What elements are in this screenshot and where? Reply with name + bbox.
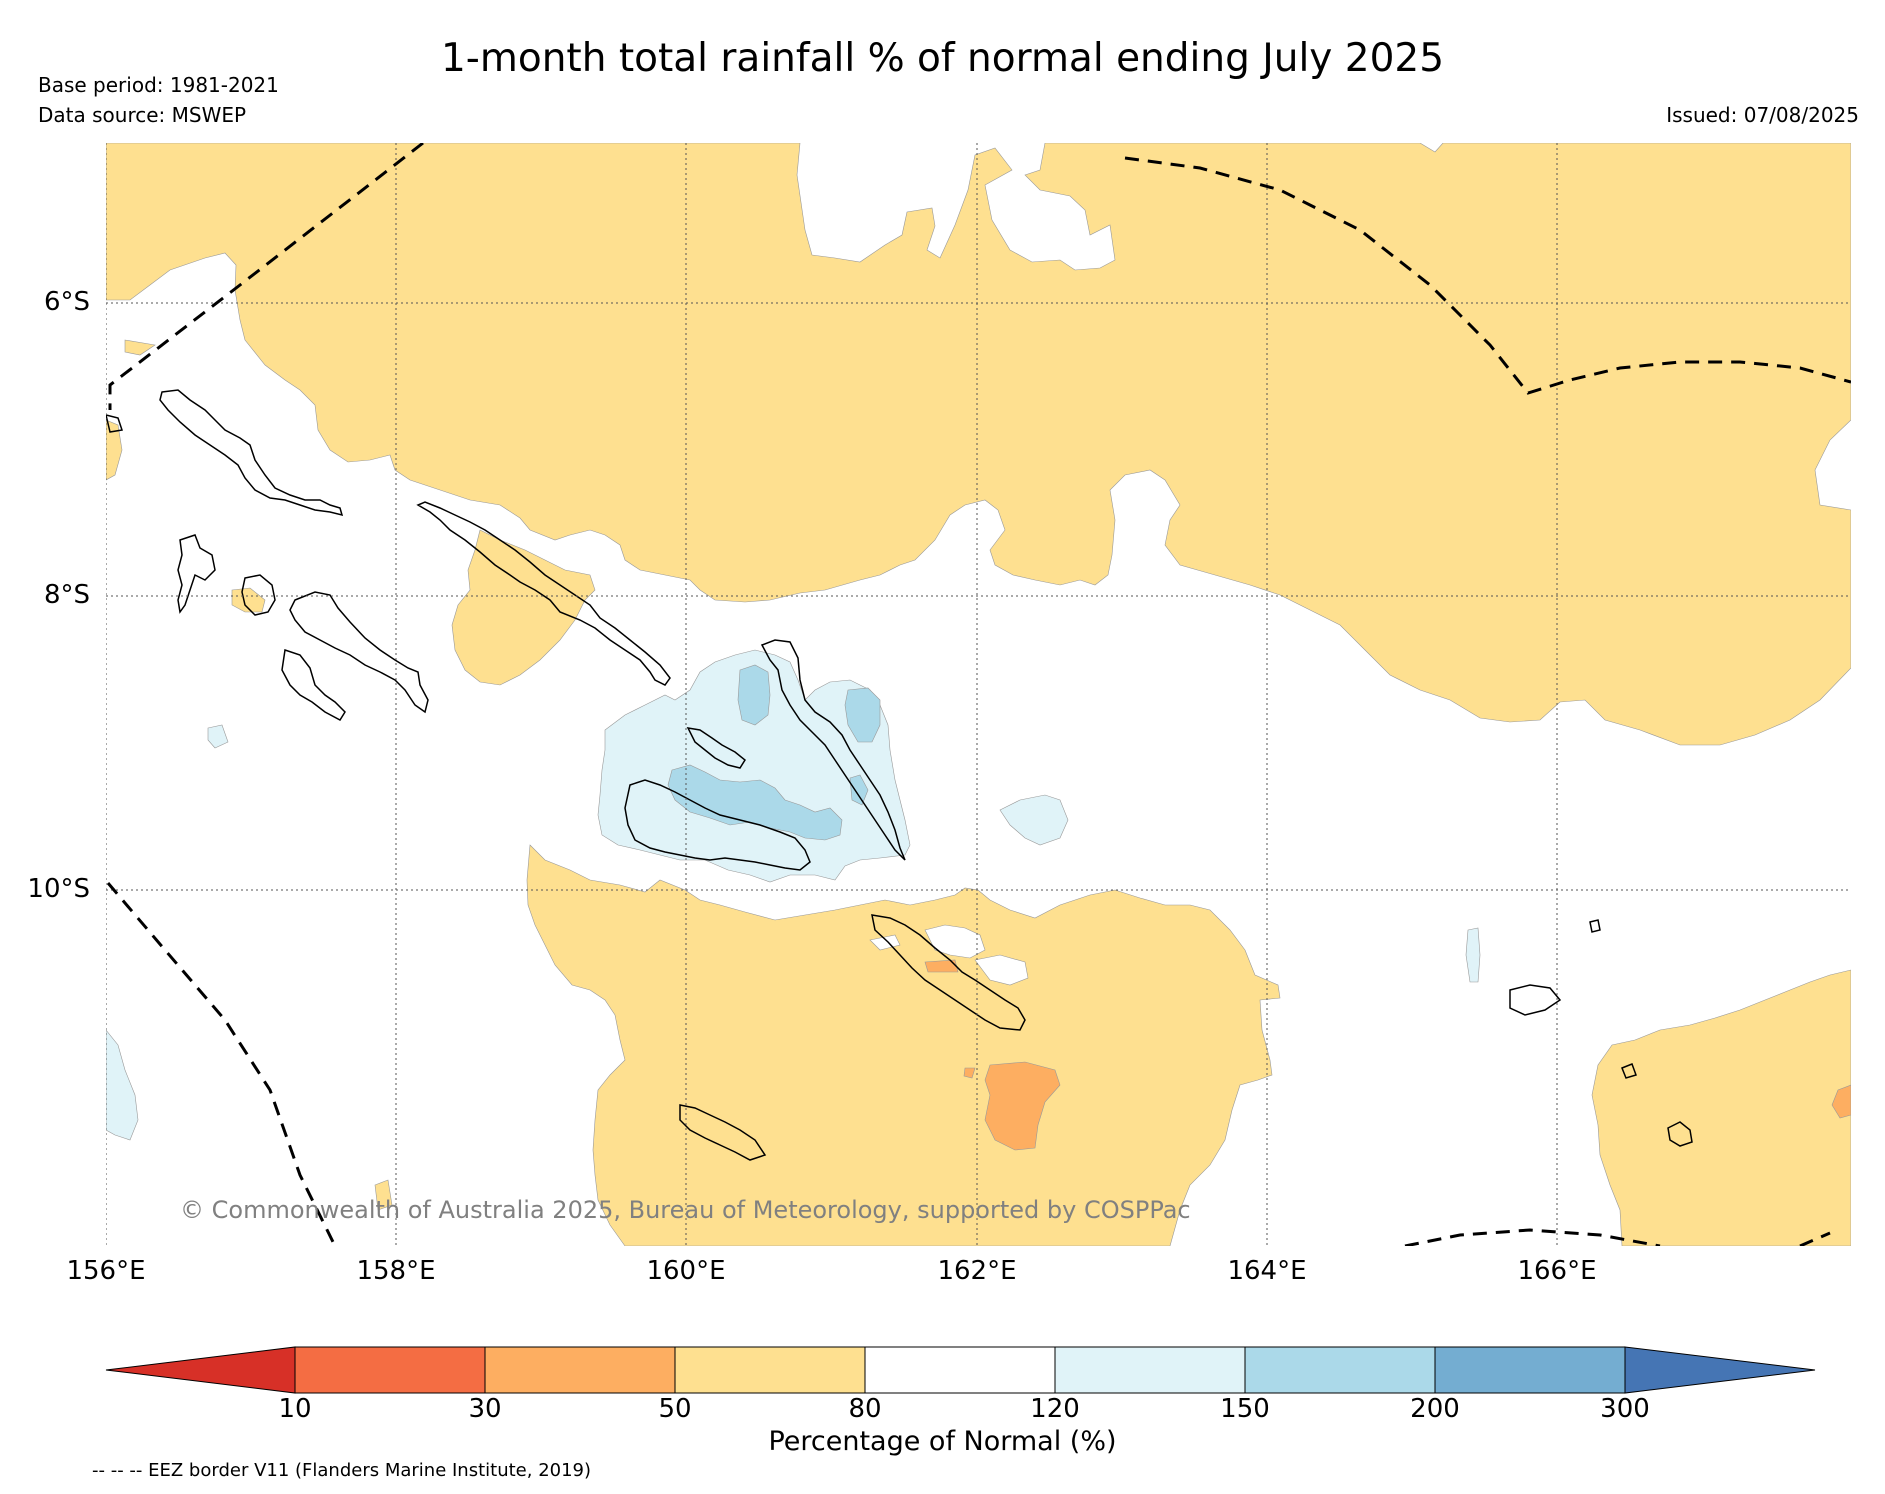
colorbar-tick-200: 200 bbox=[1410, 1394, 1460, 1424]
lat-label-6s: 6°S bbox=[43, 287, 90, 317]
colorbar-segment-120-150 bbox=[1054, 1346, 1246, 1394]
colorbar-segment-80-120 bbox=[864, 1346, 1056, 1394]
colorbar-tick-10: 10 bbox=[278, 1394, 312, 1424]
colorbar bbox=[105, 1346, 1816, 1394]
colorbar-segment-10-30 bbox=[294, 1346, 486, 1394]
very-dry-patch-1 bbox=[984, 1061, 1061, 1151]
coast-guadalcanal bbox=[624, 779, 811, 871]
dry-patch-small1 bbox=[124, 339, 156, 356]
wet-patch-west bbox=[207, 724, 229, 749]
colorbar-tick-50: 50 bbox=[658, 1394, 692, 1424]
coast-newgeorgia bbox=[177, 534, 216, 614]
dry-patch-santaisabel bbox=[451, 529, 596, 686]
colorbar-tick-300: 300 bbox=[1600, 1394, 1650, 1424]
colorbar-extend-low bbox=[105, 1346, 296, 1394]
coast-rennell bbox=[679, 1104, 767, 1161]
lon-label-166e: 166°E bbox=[1517, 1256, 1597, 1286]
colorbar-segment-30-50 bbox=[484, 1346, 676, 1394]
coast-shortland bbox=[106, 414, 123, 433]
eez-legend-note: -- -- -- EEZ border V11 (Flanders Marine… bbox=[92, 1460, 592, 1481]
very-wet-patch-4 bbox=[849, 774, 869, 806]
coast-floridaislands bbox=[686, 727, 746, 769]
very-wet-patch-3 bbox=[667, 764, 843, 841]
dry-patch-sw-small bbox=[374, 1179, 393, 1211]
coast-rendova bbox=[281, 649, 346, 721]
lon-label-164e: 164°E bbox=[1227, 1256, 1307, 1286]
lon-label-160e: 160°E bbox=[646, 1256, 726, 1286]
very-wet-patch-2 bbox=[844, 687, 881, 743]
colorbar-segment-50-80 bbox=[674, 1346, 866, 1394]
map-title: 1-month total rainfall % of normal endin… bbox=[440, 36, 1445, 81]
coast-vanikoro bbox=[1667, 1121, 1693, 1147]
colorbar-tick-30: 30 bbox=[468, 1394, 502, 1424]
coast-reef bbox=[1589, 919, 1601, 933]
lat-label-8s: 8°S bbox=[43, 580, 90, 610]
dry-patch-westisland bbox=[106, 419, 123, 481]
coast-choiseul bbox=[159, 389, 344, 517]
white-hole-2 bbox=[974, 954, 1029, 986]
dry-region-southeast bbox=[1591, 969, 1851, 1246]
issued-date: Issued: 07/08/2025 bbox=[1666, 103, 1859, 127]
lat-label-10s: 10°S bbox=[27, 874, 90, 904]
base-period: Base period: 1981-2021 bbox=[38, 73, 279, 97]
colorbar-segment-200-300 bbox=[1434, 1346, 1626, 1394]
lon-label-158e: 158°E bbox=[356, 1256, 436, 1286]
colorbar-tick-150: 150 bbox=[1220, 1394, 1270, 1424]
wet-patch-east bbox=[999, 794, 1069, 846]
coast-vella bbox=[289, 591, 429, 714]
colorbar-tick-80: 80 bbox=[848, 1394, 882, 1424]
colorbar-extend-high bbox=[1624, 1346, 1816, 1394]
data-source: Data source: MSWEP bbox=[38, 103, 247, 127]
dry-patch-guadal-n bbox=[231, 587, 266, 613]
eez-borders bbox=[106, 143, 1851, 1246]
very-dry-patch-2 bbox=[924, 959, 959, 973]
dry-region-north bbox=[106, 143, 1851, 746]
very-dry-patch-3 bbox=[963, 1067, 976, 1079]
coast-santaisabel bbox=[416, 501, 671, 686]
wet-patch-east2 bbox=[1465, 927, 1481, 983]
coast-tinakula bbox=[1621, 1063, 1637, 1079]
wet-patch-southwest bbox=[106, 1029, 139, 1141]
graticule bbox=[106, 143, 1851, 1246]
colorbar-segment-150-200 bbox=[1244, 1346, 1436, 1394]
coast-malaita bbox=[760, 639, 906, 861]
very-dry-patch-se bbox=[1831, 1084, 1851, 1119]
coast-santacruz bbox=[1509, 984, 1562, 1016]
coastlines bbox=[106, 389, 1693, 1161]
dry-region-south bbox=[526, 844, 1281, 1246]
very-wet-patch-1 bbox=[737, 664, 771, 726]
copyright-notice: © Commonwealth of Australia 2025, Bureau… bbox=[180, 1196, 1191, 1224]
colorbar-tick-120: 120 bbox=[1030, 1394, 1080, 1424]
colorbar-title: Percentage of Normal (%) bbox=[768, 1426, 1117, 1457]
lon-label-156e: 156°E bbox=[66, 1256, 146, 1286]
lon-label-162e: 162°E bbox=[937, 1256, 1017, 1286]
coast-makira bbox=[871, 914, 1026, 1031]
